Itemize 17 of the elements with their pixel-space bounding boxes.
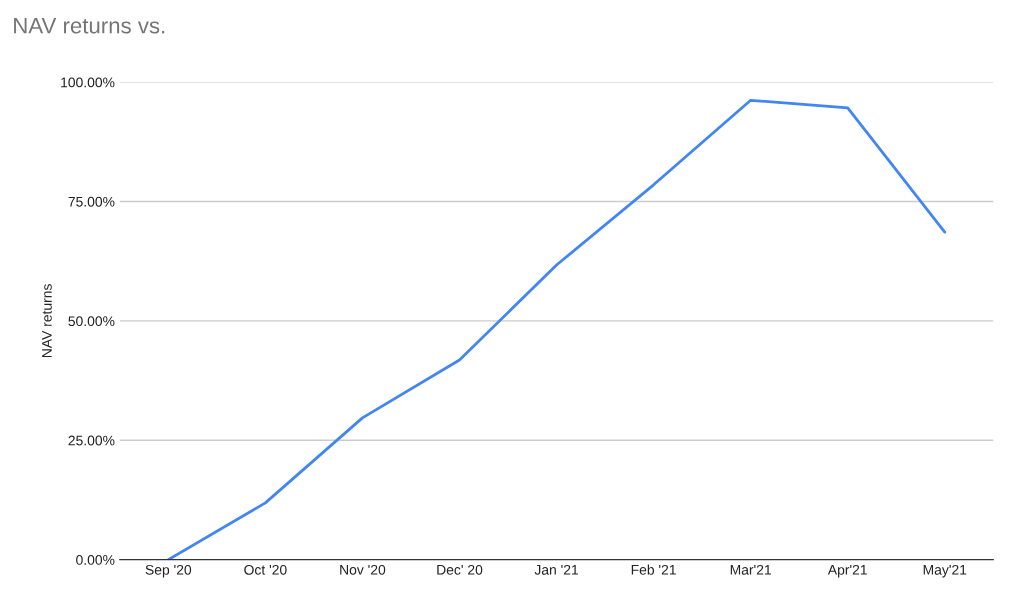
y-tick-label: 0.00% xyxy=(76,555,115,565)
x-tick-label: May'21 xyxy=(923,564,967,578)
x-tick-label: Mar'21 xyxy=(730,564,771,575)
x-tick-label: Dec' 20 xyxy=(437,564,483,575)
y-tick-label: 50.00% xyxy=(68,316,115,327)
x-tick-label: Feb '21 xyxy=(631,564,676,575)
x-tick-label: Oct '20 xyxy=(244,564,287,575)
x-tick-label: Apr'21 xyxy=(827,564,867,578)
y-tick-label: 25.00% xyxy=(68,435,115,446)
x-tick-label: Jan '21 xyxy=(534,564,579,575)
chart-title: NAV returns vs. xyxy=(14,18,165,34)
x-tick-label: Nov '20 xyxy=(340,564,386,575)
line-series xyxy=(166,98,947,560)
y-tick-label: 100.00% xyxy=(61,77,115,88)
y-tick-label: 75.00% xyxy=(68,196,115,207)
y-axis-title: NAV returns xyxy=(42,284,52,358)
x-tick-label: Sep '20 xyxy=(145,564,192,578)
